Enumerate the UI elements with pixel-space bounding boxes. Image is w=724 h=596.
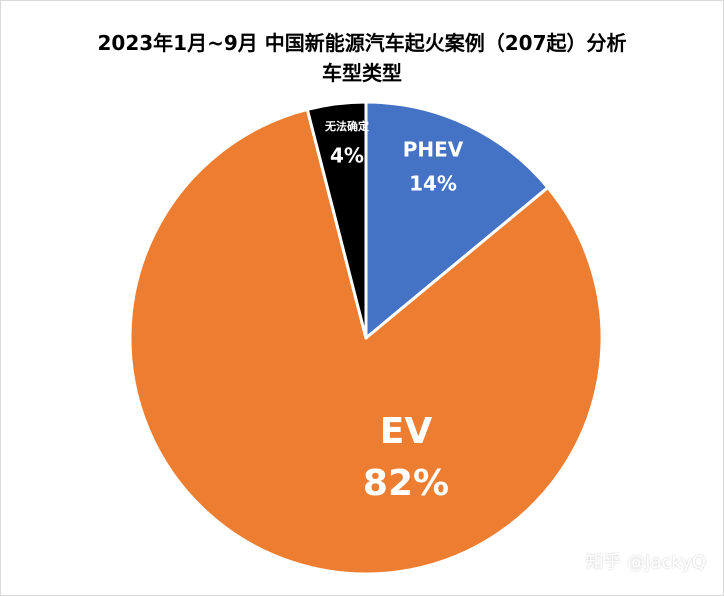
pie-slice-1 — [128, 107, 604, 576]
pie-slice-0 — [364, 100, 550, 340]
slice-value-label-1: 82% — [363, 463, 449, 504]
slice-name-label-1: EV — [380, 411, 433, 452]
pie-labels: PHEV 14% EV 82% 无法确定 4% — [324, 119, 464, 504]
pie-slice-2 — [305, 100, 368, 340]
watermark: 知乎 @JackyQ — [585, 552, 706, 573]
slice-name-label-0: PHEV — [403, 138, 464, 162]
chart-title: 2023年1月~9月 中国新能源汽车起火案例（207起）分析 车型类型 — [0, 28, 724, 88]
slice-value-label-0: 14% — [409, 172, 457, 196]
chart-title-line1: 2023年1月~9月 中国新能源汽车起火案例（207起）分析 — [97, 31, 627, 55]
slice-value-label-2: 4% — [330, 144, 364, 168]
pie-slices — [128, 100, 604, 576]
slice-name-label-2: 无法确定 — [324, 119, 369, 133]
chart-title-line2: 车型类型 — [322, 61, 402, 85]
